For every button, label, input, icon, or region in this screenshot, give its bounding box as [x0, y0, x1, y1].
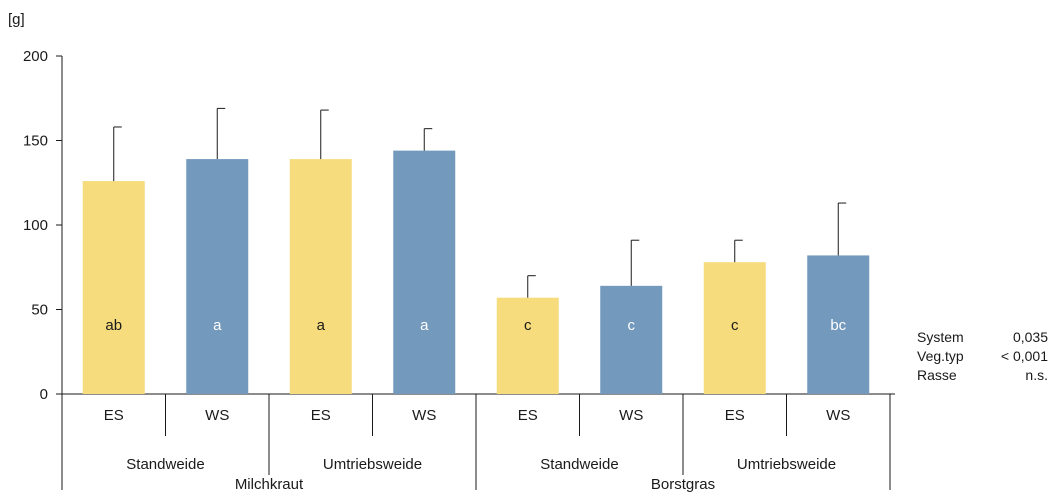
system-group-label: Umtriebsweide — [323, 456, 422, 473]
bar — [703, 262, 766, 394]
category-label: ES — [311, 407, 331, 424]
bar — [289, 159, 352, 394]
axes — [56, 55, 895, 490]
stat-label: Rasse — [917, 367, 957, 383]
system-group-label: Standweide — [126, 456, 204, 473]
significance-label: c — [628, 317, 636, 334]
system-group-label: Umtriebsweide — [737, 456, 836, 473]
vegtyp-group-label: Milchkraut — [235, 476, 304, 493]
category-label: WS — [619, 407, 643, 424]
bar — [393, 150, 456, 394]
y-axis-label: [g] — [8, 11, 25, 28]
bar — [807, 255, 870, 394]
stat-value: n.s. — [1025, 367, 1048, 383]
significance-label: a — [420, 317, 429, 334]
bar — [186, 159, 249, 394]
stat-value: 0,035 — [1013, 329, 1048, 345]
system-group-label: Standweide — [540, 456, 618, 473]
y-tick-label: 100 — [23, 217, 48, 234]
significance-label: c — [524, 317, 532, 334]
y-tick-label: 200 — [23, 48, 48, 65]
significance-label: ab — [105, 317, 122, 334]
stat-value: < 0,001 — [1001, 348, 1048, 364]
bar — [496, 297, 559, 394]
category-label: WS — [412, 407, 436, 424]
stat-label: Veg.typ — [917, 348, 964, 364]
significance-label: a — [213, 317, 222, 334]
significance-label: a — [317, 317, 326, 334]
y-tick-label: 0 — [40, 386, 48, 403]
y-tick-label: 50 — [31, 302, 48, 319]
category-label: WS — [205, 407, 229, 424]
bar — [600, 285, 663, 394]
category-label: ES — [725, 407, 745, 424]
stat-label: System — [917, 329, 964, 345]
category-label: ES — [104, 407, 124, 424]
category-label: WS — [826, 407, 850, 424]
y-tick-label: 150 — [23, 133, 48, 150]
bar — [82, 181, 145, 394]
vegtyp-group-label: Borstgras — [651, 476, 715, 493]
significance-label: bc — [830, 317, 846, 334]
category-label: ES — [518, 407, 538, 424]
significance-label: c — [731, 317, 739, 334]
labels: 0 50 100 150 200 [g] ab ES a WS a ES a WS c ES c WS c ES bc W… — [8, 11, 1048, 493]
bars — [82, 107, 870, 394]
